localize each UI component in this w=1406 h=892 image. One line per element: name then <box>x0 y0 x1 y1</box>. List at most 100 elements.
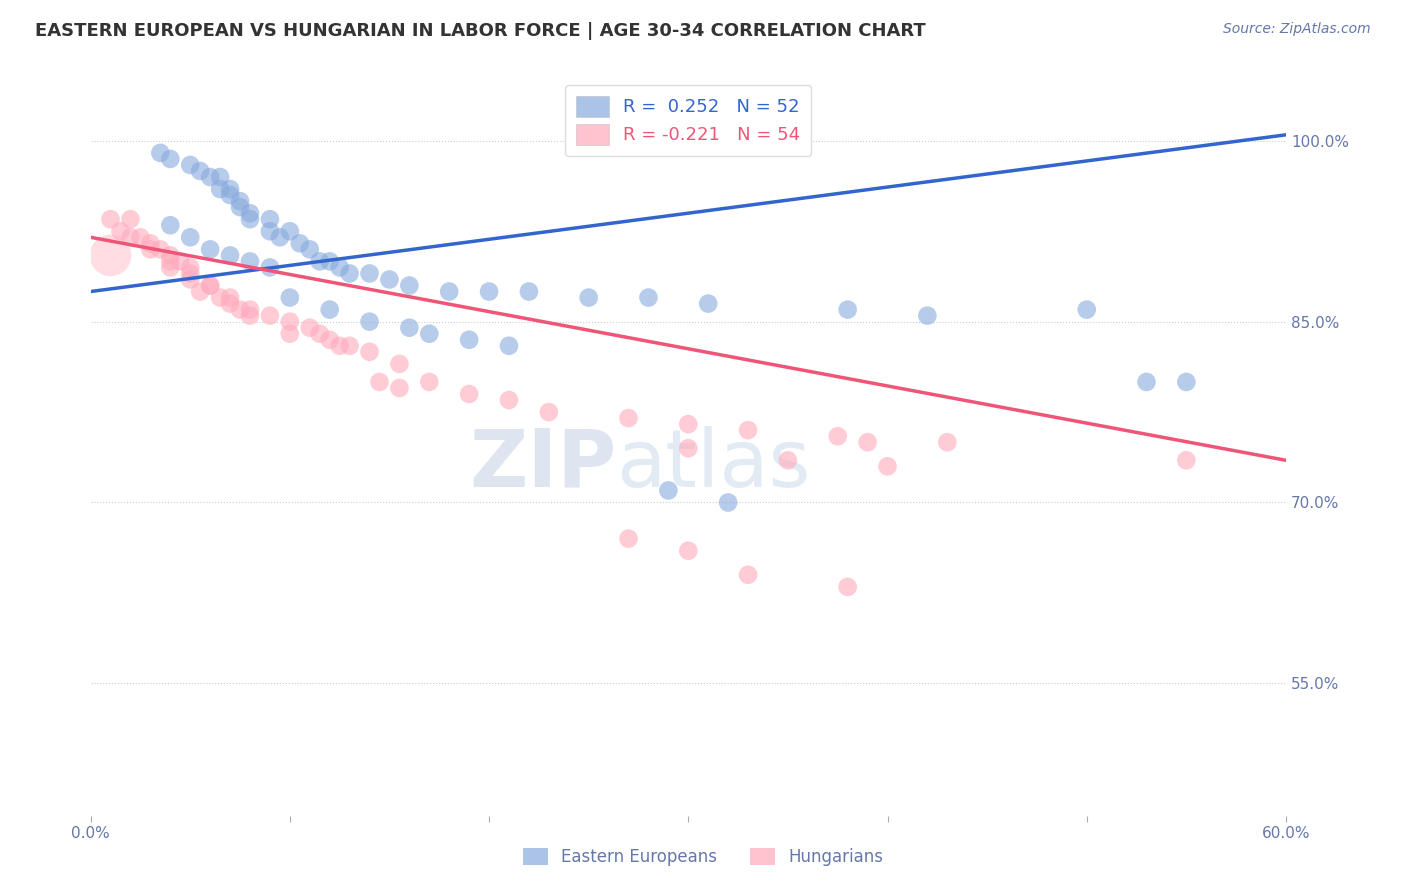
Point <box>219 248 242 262</box>
Point <box>717 495 740 509</box>
Point <box>298 320 321 334</box>
Point <box>298 243 321 257</box>
Point <box>100 212 122 227</box>
Point <box>229 302 252 317</box>
Point <box>179 267 201 281</box>
Point <box>418 375 440 389</box>
Point <box>388 357 411 371</box>
Point <box>837 302 859 317</box>
Point <box>398 278 420 293</box>
Point <box>537 405 560 419</box>
Point <box>637 291 659 305</box>
Point <box>188 164 211 178</box>
Point <box>278 291 301 305</box>
Point <box>578 291 600 305</box>
Point <box>737 567 759 582</box>
Point <box>159 248 181 262</box>
Point <box>876 459 898 474</box>
Legend: Eastern Europeans, Hungarians: Eastern Europeans, Hungarians <box>515 840 891 875</box>
Point <box>169 254 191 268</box>
Point <box>219 188 242 202</box>
Point <box>259 224 281 238</box>
Point <box>478 285 501 299</box>
Point <box>359 315 381 329</box>
Legend: R =  0.252   N = 52, R = -0.221   N = 54: R = 0.252 N = 52, R = -0.221 N = 54 <box>565 85 811 155</box>
Point <box>378 272 401 286</box>
Point <box>678 417 700 431</box>
Point <box>179 260 201 275</box>
Point <box>179 158 201 172</box>
Text: EASTERN EUROPEAN VS HUNGARIAN IN LABOR FORCE | AGE 30-34 CORRELATION CHART: EASTERN EUROPEAN VS HUNGARIAN IN LABOR F… <box>35 22 927 40</box>
Point <box>1175 453 1198 467</box>
Point <box>239 302 262 317</box>
Point <box>259 212 281 227</box>
Point <box>278 315 301 329</box>
Text: Source: ZipAtlas.com: Source: ZipAtlas.com <box>1223 22 1371 37</box>
Point <box>159 260 181 275</box>
Point <box>1076 302 1098 317</box>
Point <box>458 387 481 401</box>
Point <box>439 285 461 299</box>
Point <box>339 267 361 281</box>
Point <box>917 309 939 323</box>
Point <box>159 152 181 166</box>
Point <box>329 339 352 353</box>
Point <box>617 411 640 425</box>
Point <box>239 212 262 227</box>
Point <box>120 212 142 227</box>
Point <box>149 243 172 257</box>
Point <box>209 291 232 305</box>
Point <box>318 302 340 317</box>
Point <box>179 272 201 286</box>
Point <box>657 483 679 498</box>
Point <box>149 145 172 160</box>
Point <box>188 285 211 299</box>
Point <box>198 169 221 184</box>
Point <box>278 224 301 238</box>
Point <box>259 260 281 275</box>
Point <box>737 423 759 437</box>
Point <box>209 169 232 184</box>
Point <box>388 381 411 395</box>
Point <box>198 278 221 293</box>
Point <box>318 254 340 268</box>
Point <box>827 429 849 443</box>
Point <box>697 296 720 310</box>
Point <box>776 453 799 467</box>
Point <box>318 333 340 347</box>
Point <box>269 230 291 244</box>
Point <box>219 291 242 305</box>
Point <box>329 260 352 275</box>
Point <box>139 236 162 251</box>
Point <box>179 230 201 244</box>
Point <box>159 218 181 232</box>
Point <box>359 267 381 281</box>
Point <box>100 248 122 262</box>
Point <box>229 194 252 208</box>
Point <box>278 326 301 341</box>
Point <box>498 392 520 407</box>
Point <box>339 339 361 353</box>
Point <box>517 285 540 299</box>
Point <box>418 326 440 341</box>
Point <box>936 435 959 450</box>
Point <box>120 230 142 244</box>
Text: atlas: atlas <box>617 425 811 504</box>
Text: ZIP: ZIP <box>470 425 617 504</box>
Point <box>458 333 481 347</box>
Point <box>856 435 879 450</box>
Point <box>308 326 330 341</box>
Point <box>239 206 262 220</box>
Point <box>219 182 242 196</box>
Point <box>129 230 152 244</box>
Point <box>498 339 520 353</box>
Point <box>110 224 132 238</box>
Point <box>1175 375 1198 389</box>
Point <box>368 375 391 389</box>
Point <box>398 320 420 334</box>
Point <box>209 182 232 196</box>
Point <box>198 278 221 293</box>
Point <box>259 309 281 323</box>
Point <box>239 254 262 268</box>
Point <box>139 243 162 257</box>
